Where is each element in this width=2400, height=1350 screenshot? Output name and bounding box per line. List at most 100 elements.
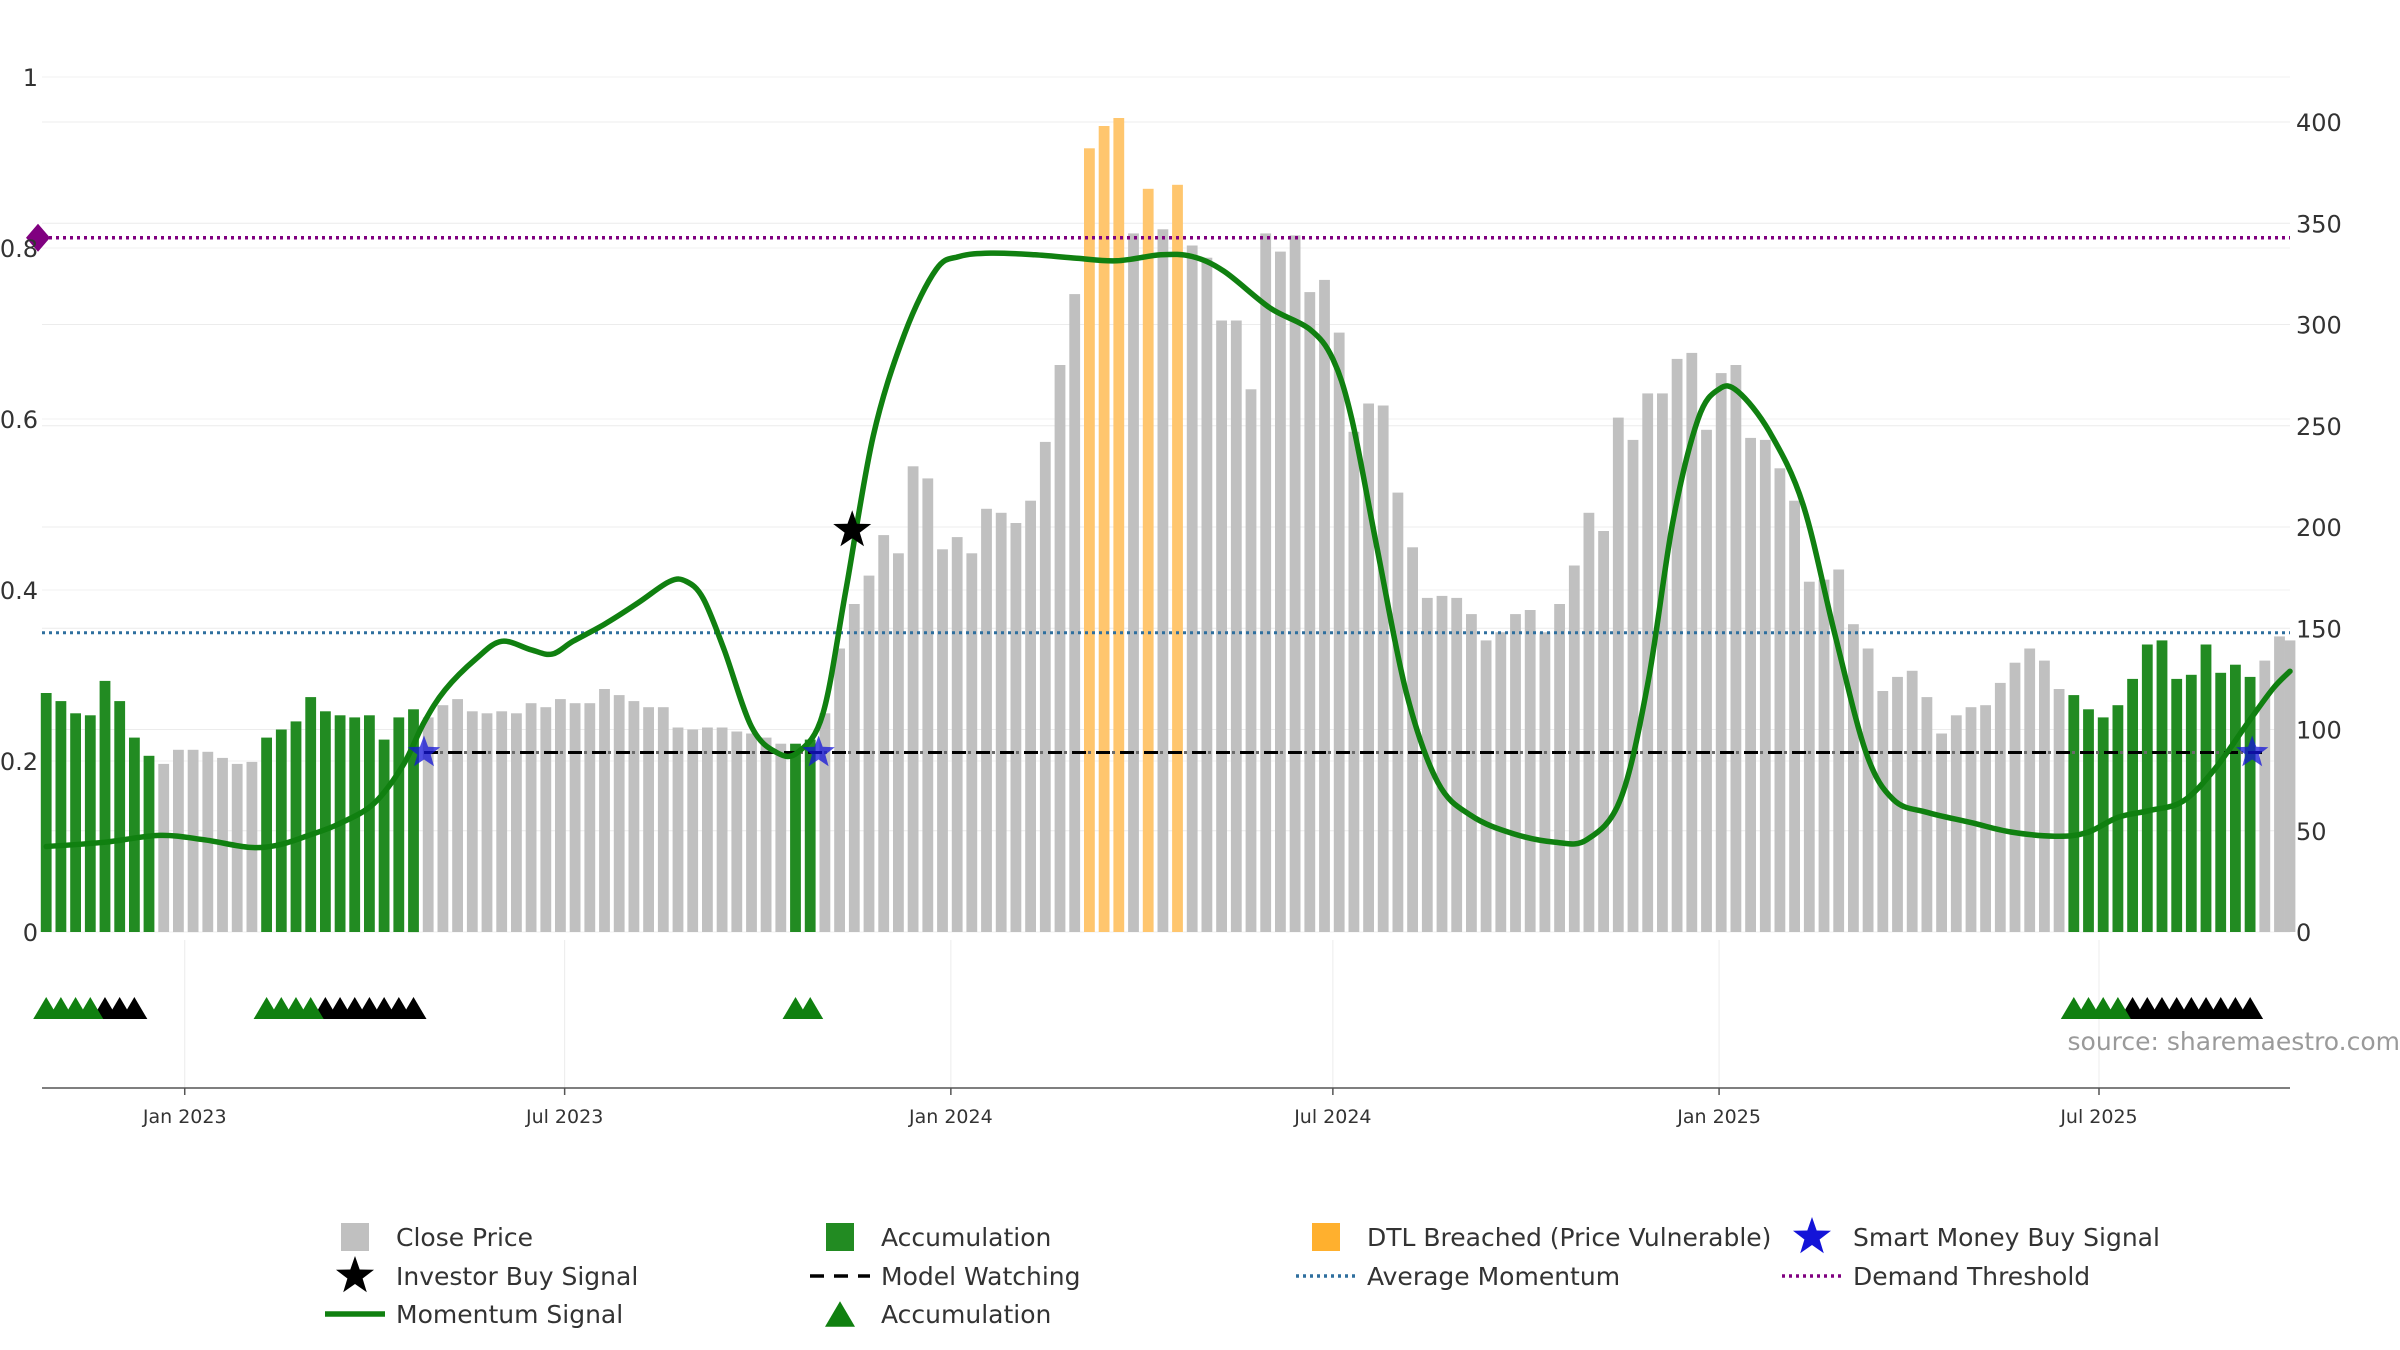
close-price-bar [452,699,463,932]
accumulation-bar [393,717,405,932]
legend-item-dtl-breached-price-vulnerable: DTL Breached (Price Vulnerable) [1312,1223,1771,1252]
accumulation-bar [378,739,390,932]
legend: Close Price Accumulation DTL Breached (Pri… [325,1217,2160,1329]
close-price-bar [1466,614,1477,932]
close-price-bar [1539,632,1551,932]
left-axis-tick: 0.6 [0,406,38,434]
close-price-bar [496,711,508,932]
close-price-bar [1069,294,1081,933]
investor-buy-signal [833,510,872,547]
accumulation-bar [2127,678,2138,932]
close-price-bar [1818,579,1830,932]
legend-item-demand-threshold: Demand Threshold [1782,1262,2090,1291]
close-price-bar [1598,531,1609,932]
close-price-bar [173,749,184,933]
legend-label: Demand Threshold [1853,1262,2090,1291]
close-price-bar [481,713,493,932]
close-price-bar [569,703,581,932]
momentum-signal-group [43,250,2293,851]
legend-swatch [341,1223,369,1251]
x-axis-tick-label: Jan 2025 [1676,1106,1761,1128]
close-price-bar [1980,705,1991,932]
close-price-bar [628,701,640,932]
close-price-bar [2039,660,2050,932]
accumulation-bar [2068,695,2080,932]
close-price-bar [1759,439,1771,932]
accumulation-marker [2104,996,2131,1020]
x-axis-tick-label: Jul 2023 [525,1106,603,1128]
accumulation-bar [364,715,375,932]
legend-item-momentum-signal: Momentum Signal [325,1300,623,1329]
close-price-bar [951,537,963,932]
close-price-bar [1201,257,1213,932]
close-price-bar [1157,229,1169,933]
right-axis-tick: 400 [2296,109,2342,137]
accumulation-bar [804,739,816,932]
legend-label: DTL Breached (Price Vulnerable) [1367,1223,1771,1252]
close-price-bar [1774,468,1786,932]
accumulation-bar [2083,709,2094,933]
left-axis-tick: 0.8 [0,235,38,263]
close-price-bar [1216,320,1227,932]
close-price-bar [1392,492,1404,932]
close-price-bar [1289,235,1301,932]
legend-item-smart-money-buy-signal: Smart Money Buy Signal [1793,1217,2160,1254]
legend-star-icon [336,1256,374,1293]
close-price-bar [893,553,904,932]
close-price-bar [1862,648,1874,932]
right-axis: 0 50 100 150 200 250 300 350 400 [2296,109,2342,947]
legend-item-investor-buy-signal: Investor Buy Signal [336,1256,638,1293]
right-axis-tick: 200 [2296,514,2342,542]
dtl-breached-bar [1098,126,1110,932]
close-price-bar [1877,691,1889,932]
close-price-bar [1010,523,1022,932]
close-price-bar [1789,500,1800,932]
legend-label: Close Price [396,1223,533,1252]
close-price-bar [937,549,948,932]
close-price-bar [2009,662,2021,932]
close-price-bar [746,733,757,932]
accumulation-bar [143,755,155,932]
close-price-bar [848,604,860,932]
legend-label: Model Watching [881,1262,1081,1291]
accumulation-bar [305,697,317,932]
close-price-bar [2284,640,2296,932]
close-price-bar [437,705,449,932]
accumulation-marker [77,996,104,1020]
accumulation-bar [99,680,111,932]
close-price-bar [525,703,537,932]
close-price-bar [1833,569,1845,932]
close-price-bar [1451,597,1463,932]
accumulation-bar [84,715,96,932]
legend-label: Smart Money Buy Signal [1853,1223,2160,1252]
close-price-bar [540,707,552,932]
dtl-breached-bar [1172,184,1183,933]
accumulation-bar [290,721,302,932]
close-price-bar [1612,417,1624,933]
close-price-bar [2259,660,2271,932]
accumulation-bar [129,737,140,932]
close-price-bar [2053,689,2065,932]
x-axis-tick-label: Jan 2024 [908,1106,993,1128]
x-axis-tick-label: Jul 2024 [1293,1106,1371,1128]
accumulation-bar [2200,644,2212,932]
close-price-bar [1407,547,1418,933]
price-bars [40,118,2296,933]
close-price-bar [1848,624,1859,932]
close-price-bar [511,713,522,932]
right-axis-tick: 350 [2296,210,2342,238]
left-axis-tick: 0 [23,919,38,947]
legend-label: Average Momentum [1367,1262,1620,1291]
close-price-bar [1686,352,1698,932]
close-price-bar [922,478,934,932]
accumulation-bar [790,743,801,932]
close-price-bar [2274,636,2285,932]
right-axis-tick: 300 [2296,312,2342,340]
close-price-bar [702,727,713,932]
close-price-bar [599,689,610,932]
legend-item-average-momentum: Average Momentum [1296,1262,1620,1291]
close-price-bar [1936,733,1947,932]
right-axis-tick: 150 [2296,615,2342,643]
close-price-bar [1275,251,1286,933]
